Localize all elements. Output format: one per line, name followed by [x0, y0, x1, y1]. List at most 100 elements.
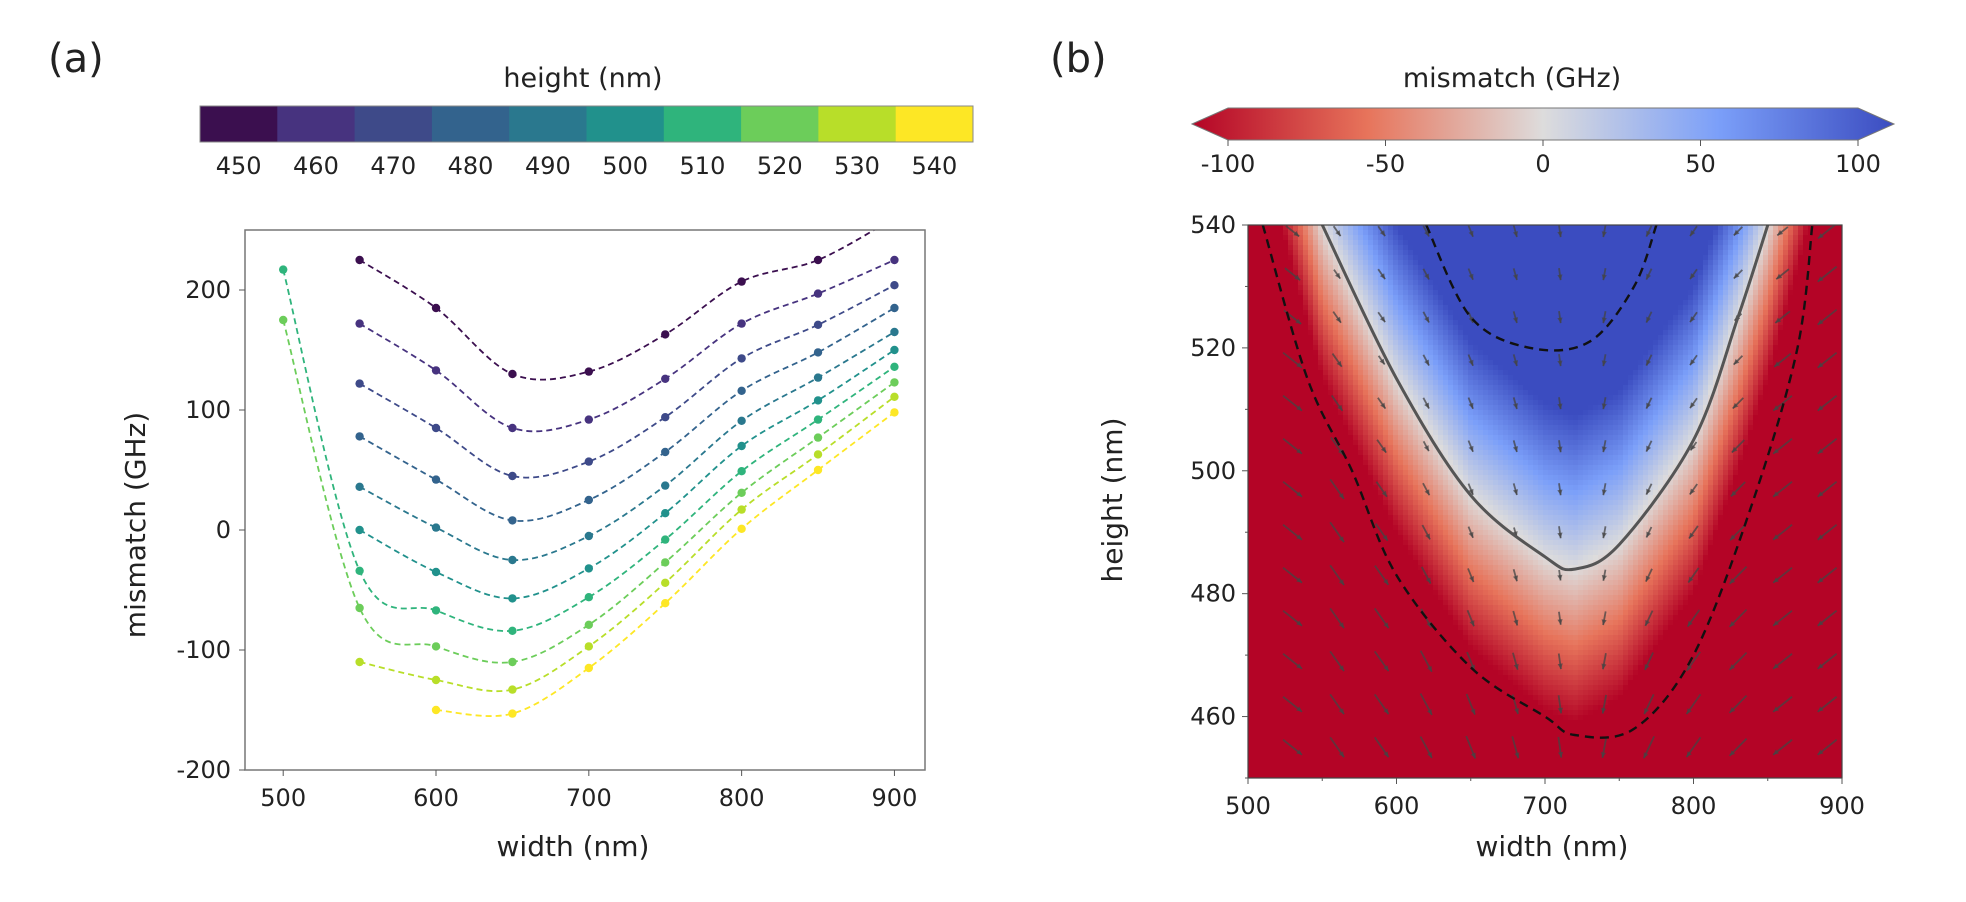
heatmap-cell	[1268, 290, 1274, 296]
heatmap-cell	[1278, 715, 1284, 721]
heatmap-cell	[1318, 680, 1324, 686]
heatmap-cell	[1323, 475, 1329, 481]
heatmap-cell	[1283, 485, 1289, 491]
heatmap-cell	[1363, 265, 1369, 271]
heatmap-cell	[1248, 340, 1254, 346]
heatmap-cell	[1418, 635, 1424, 641]
heatmap-cell	[1418, 445, 1424, 451]
heatmap-cell	[1423, 735, 1429, 741]
heatmap-cell	[1418, 705, 1424, 711]
heatmap-cell	[1358, 570, 1364, 576]
heatmap-cell	[1323, 525, 1329, 531]
heatmap-cell	[1313, 460, 1319, 466]
heatmap-cell	[1313, 510, 1319, 516]
heatmap-cell	[1408, 650, 1414, 656]
heatmap-cell	[1313, 470, 1319, 476]
heatmap-cell	[1293, 615, 1299, 621]
heatmap-cell	[1253, 225, 1259, 231]
heatmap-cell	[1253, 280, 1259, 286]
heatmap-cell	[1378, 235, 1384, 241]
heatmap-cell	[1303, 640, 1309, 646]
heatmap-cell	[1323, 250, 1329, 256]
heatmap-cell	[1353, 695, 1359, 701]
heatmap-cell	[1263, 595, 1269, 601]
heatmap-cell	[1403, 315, 1409, 321]
heatmap-cell	[1363, 285, 1369, 291]
heatmap-cell	[1453, 495, 1459, 501]
heatmap-cell	[1358, 690, 1364, 696]
heatmap-cell	[1318, 305, 1324, 311]
heatmap-cell	[1423, 475, 1429, 481]
heatmap-cell	[1393, 575, 1399, 581]
heatmap-cell	[1263, 410, 1269, 416]
heatmap-cell	[1313, 590, 1319, 596]
heatmap-cell	[1253, 655, 1259, 661]
heatmap-cell	[1358, 345, 1364, 351]
heatmap-cell	[1348, 710, 1354, 716]
heatmap-cell	[1438, 250, 1444, 256]
heatmap-cell	[1438, 375, 1444, 381]
heatmap-cell	[1328, 560, 1334, 566]
heatmap-cell	[1463, 295, 1469, 301]
heatmap-cell	[1298, 715, 1304, 721]
heatmap-cell	[1298, 495, 1304, 501]
heatmap-cell	[1373, 570, 1379, 576]
heatmap-cell	[1448, 400, 1454, 406]
heatmap-cell	[1318, 415, 1324, 421]
heatmap-cell	[1358, 705, 1364, 711]
heatmap-cell	[1248, 265, 1254, 271]
heatmap-cell	[1323, 520, 1329, 526]
heatmap-cell	[1398, 585, 1404, 591]
heatmap-cell	[1298, 575, 1304, 581]
heatmap-cell	[1378, 630, 1384, 636]
heatmap-cell	[1308, 275, 1314, 281]
heatmap-cell	[1368, 235, 1374, 241]
heatmap-cell	[1418, 520, 1424, 526]
heatmap-cell	[1358, 575, 1364, 581]
heatmap-cell	[1443, 645, 1449, 651]
heatmap-cell	[1288, 295, 1294, 301]
heatmap-cell	[1288, 625, 1294, 631]
data-point	[584, 663, 594, 673]
heatmap-cell	[1343, 525, 1349, 531]
heatmap-cell	[1413, 635, 1419, 641]
data-point	[890, 255, 899, 265]
heatmap-cell	[1338, 355, 1344, 361]
heatmap-cell	[1348, 345, 1354, 351]
heatmap-cell	[1258, 545, 1264, 551]
heatmap-cell	[1288, 405, 1294, 411]
data-point	[813, 415, 823, 424]
heatmap-cell	[1303, 680, 1309, 686]
heatmap-cell	[1343, 295, 1349, 301]
heatmap-cell	[1458, 535, 1464, 541]
heatmap-cell	[1443, 430, 1449, 436]
heatmap-cell	[1353, 415, 1359, 421]
heatmap-cell	[1423, 575, 1429, 581]
heatmap-cell	[1273, 310, 1279, 316]
heatmap-cell	[1428, 335, 1434, 341]
heatmap-cell	[1388, 510, 1394, 516]
heatmap-cell	[1358, 300, 1364, 306]
heatmap-cell	[1318, 720, 1324, 726]
heatmap-cell	[1378, 770, 1384, 776]
heatmap-cell	[1458, 455, 1464, 461]
y-tick-label: -200	[177, 756, 231, 784]
heatmap-cell	[1363, 690, 1369, 696]
data-point	[890, 214, 898, 222]
heatmap-cell	[1343, 685, 1349, 691]
heatmap-cell	[1423, 305, 1429, 311]
heatmap-cell	[1453, 370, 1459, 376]
heatmap-cell	[1323, 345, 1329, 351]
heatmap-cell	[1253, 770, 1259, 776]
heatmap-cell	[1408, 595, 1414, 601]
heatmap-cell	[1323, 680, 1329, 686]
heatmap-cell	[1423, 225, 1429, 231]
heatmap-cell	[1368, 480, 1374, 486]
heatmap-cell	[1363, 770, 1369, 776]
heatmap-cell	[1288, 230, 1294, 236]
heatmap-cell	[1248, 285, 1254, 291]
heatmap-cell	[1373, 225, 1379, 231]
heatmap-cell	[1363, 755, 1369, 761]
heatmap-cell	[1258, 490, 1264, 496]
heatmap-cell	[1278, 385, 1284, 391]
